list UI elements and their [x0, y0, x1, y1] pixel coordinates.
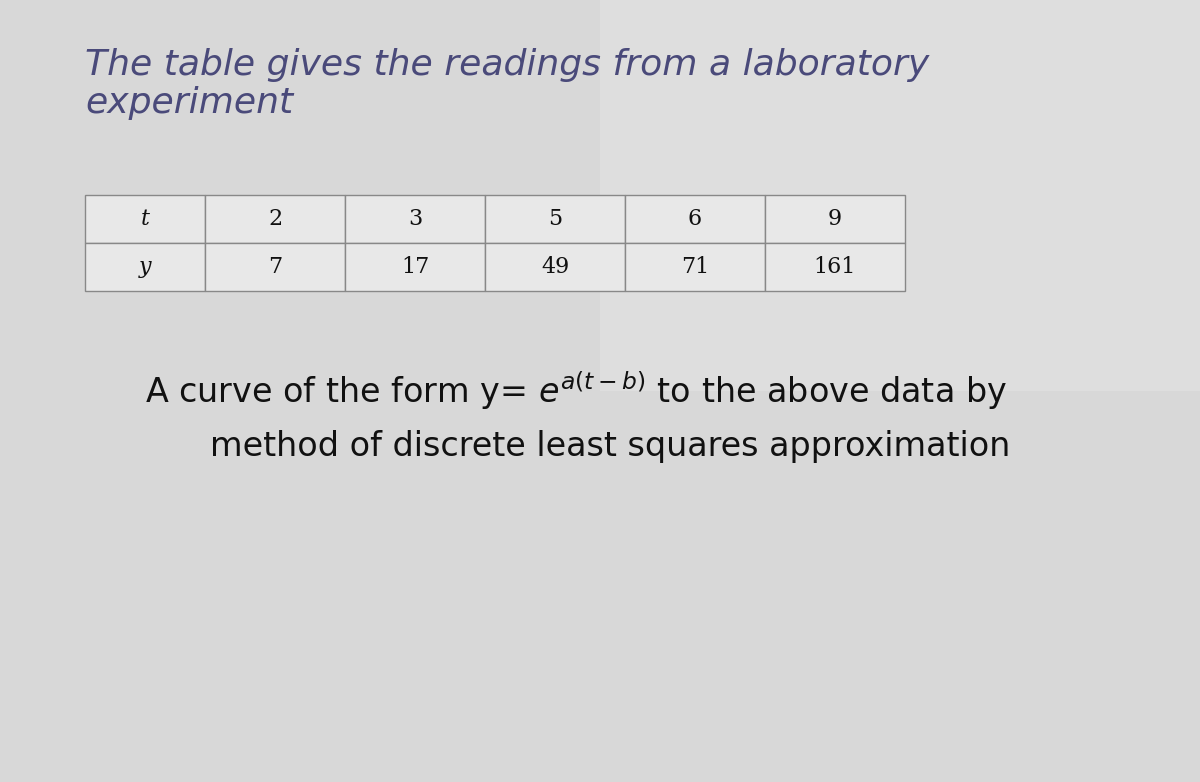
Text: 3: 3: [408, 208, 422, 230]
Text: 9: 9: [828, 208, 842, 230]
Text: 71: 71: [680, 256, 709, 278]
Text: 5: 5: [548, 208, 562, 230]
Text: 7: 7: [268, 256, 282, 278]
Text: experiment: experiment: [85, 86, 293, 120]
Bar: [346, 243, 485, 291]
Text: 49: 49: [541, 256, 569, 278]
Bar: [625, 195, 766, 243]
Bar: [85, 243, 205, 291]
Text: 6: 6: [688, 208, 702, 230]
Bar: [205, 243, 346, 291]
Bar: [625, 243, 766, 291]
Bar: [85, 195, 205, 243]
Text: A curve of the form y= $e^{a(t-b)}$ to the above data by: A curve of the form y= $e^{a(t-b)}$ to t…: [145, 370, 1007, 412]
Bar: [766, 243, 905, 291]
Bar: [766, 195, 905, 243]
Text: 17: 17: [401, 256, 430, 278]
Text: t: t: [140, 208, 150, 230]
Text: The table gives the readings from a laboratory: The table gives the readings from a labo…: [85, 48, 929, 82]
Text: 161: 161: [814, 256, 856, 278]
Text: y: y: [139, 256, 151, 278]
Bar: [346, 195, 485, 243]
Bar: [485, 195, 625, 243]
Bar: [600, 0, 1200, 391]
Bar: [205, 195, 346, 243]
Text: 2: 2: [268, 208, 282, 230]
Bar: [485, 243, 625, 291]
Text: method of discrete least squares approximation: method of discrete least squares approxi…: [210, 430, 1010, 463]
